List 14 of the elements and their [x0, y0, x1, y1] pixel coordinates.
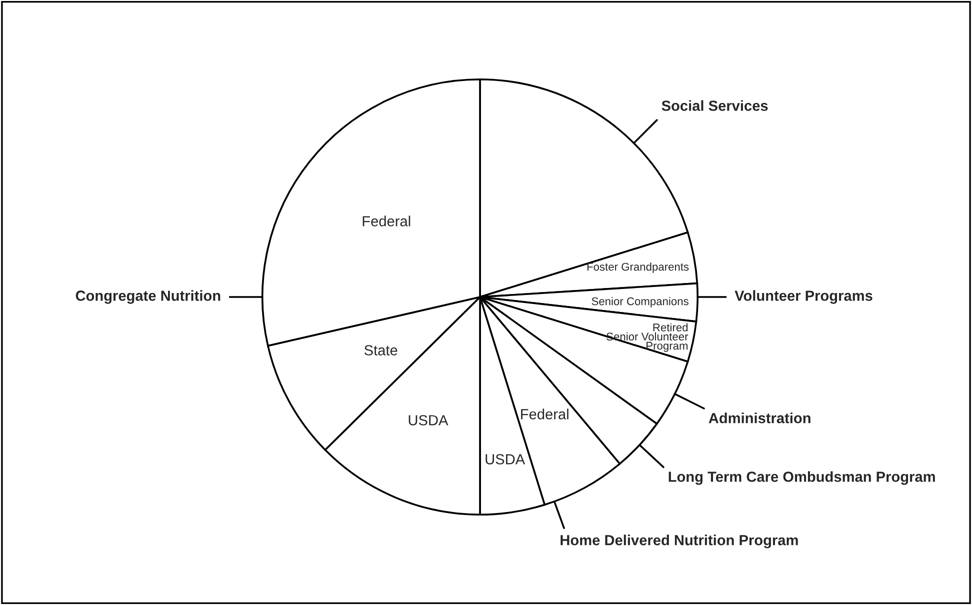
slice-label: Long Term Care Ombudsman Program: [668, 471, 935, 485]
slice-label: Administration: [708, 412, 810, 424]
slice-label: USDA: [408, 415, 448, 426]
text: Volunteer Programs: [734, 290, 872, 304]
slice-label: Federal: [521, 408, 568, 420]
legend-label: Senior Companions: [592, 297, 688, 308]
slice-label: State: [364, 345, 398, 356]
slice-label: Retired Senior Volunteer Program: [606, 323, 688, 352]
slice-label: Social Services: [662, 100, 768, 111]
text: Congregate Nutrition: [76, 290, 220, 304]
slice-label: Federal: [362, 216, 410, 226]
text: Home Delivered Nutrition Program: [560, 534, 798, 548]
slice-label: USDA: [486, 454, 526, 464]
slice-label: Foster Grandparents: [587, 262, 689, 273]
